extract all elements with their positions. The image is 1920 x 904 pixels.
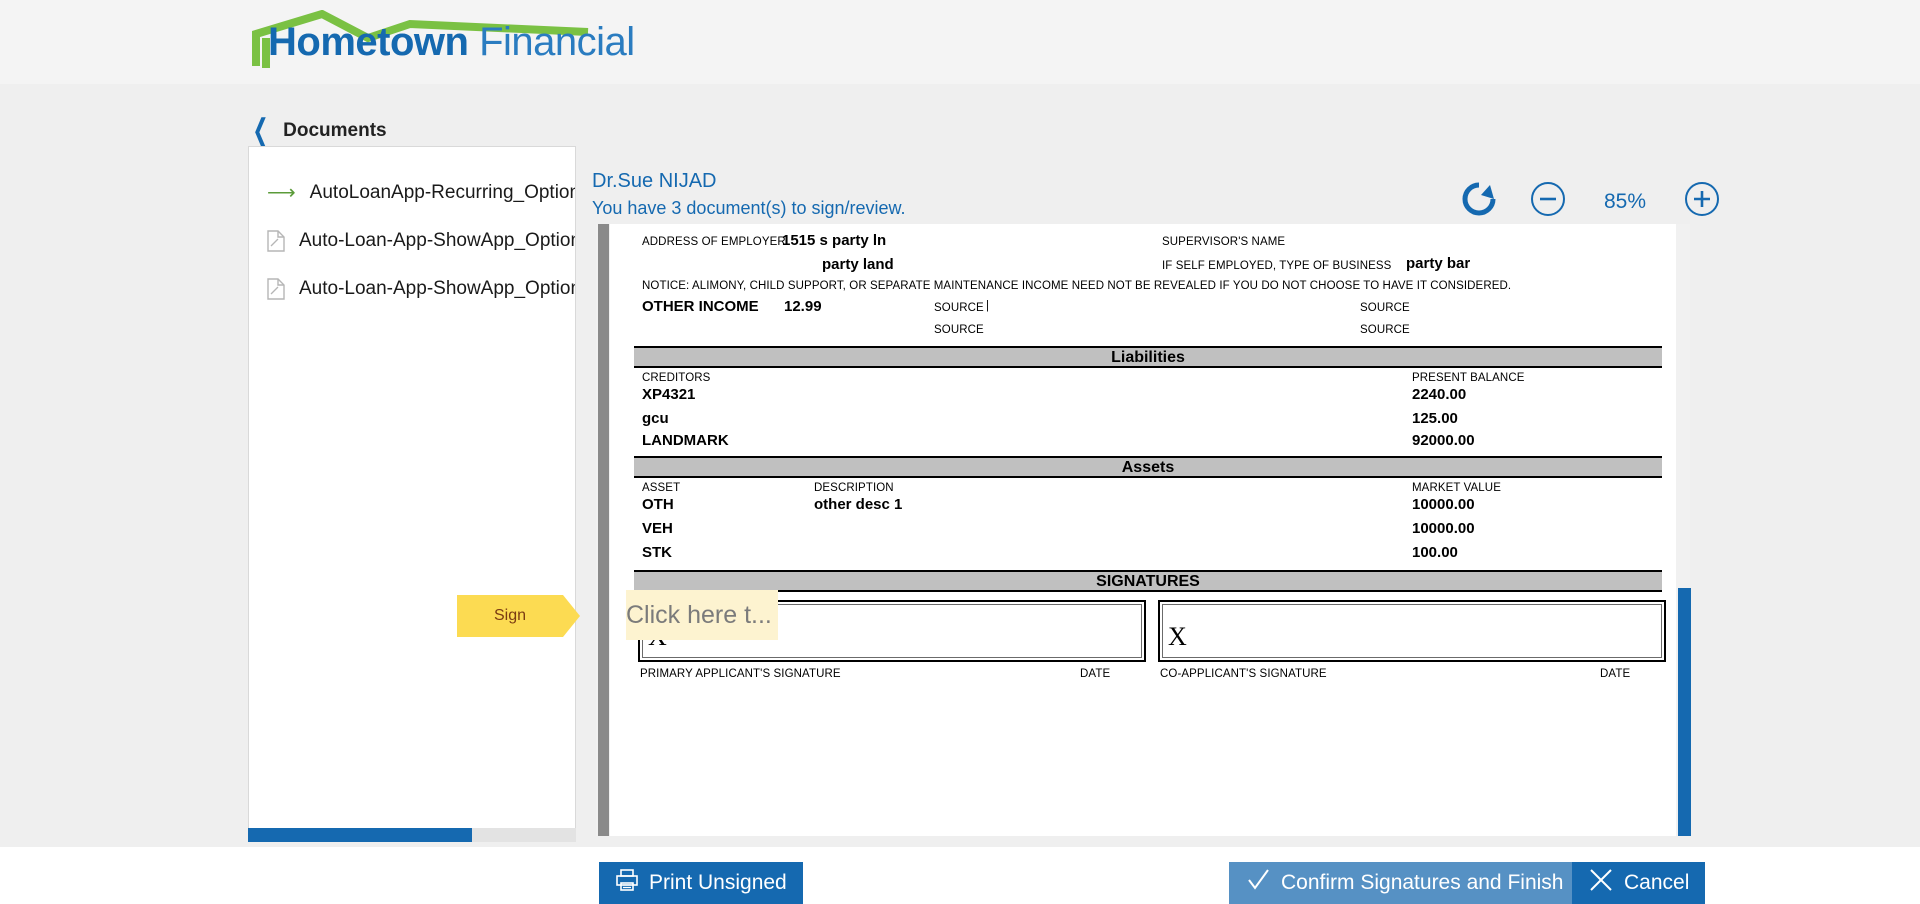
self-employed-value: party bar	[1406, 255, 1471, 272]
table-row: 125.00	[1412, 410, 1458, 427]
brand-wordmark: Hometown Financial	[268, 20, 635, 65]
document-page: ADDRESS OF EMPLOYER 1515 s party ln part…	[610, 224, 1676, 836]
close-x-icon	[1588, 867, 1614, 899]
document-progress-bar	[248, 828, 576, 842]
confirm-signatures-label: Confirm Signatures and Finish	[1281, 871, 1564, 894]
employer-address-value: 1515 s party ln	[782, 232, 887, 249]
minus-circle-icon[interactable]	[1530, 181, 1566, 222]
plus-circle-icon[interactable]	[1684, 181, 1720, 222]
printer-icon	[615, 868, 639, 898]
documents-title: Documents	[283, 120, 387, 141]
assets-col-description: DESCRIPTION	[814, 482, 894, 494]
list-item[interactable]: Auto-Loan-App-ShowApp_OptionalSi	[249, 217, 575, 265]
document-list: ⟶ AutoLoanApp-Recurring_OptionalSig Auto…	[248, 146, 576, 832]
other-income-source-label-1: SOURCE	[934, 302, 984, 314]
document-page-icon	[267, 230, 285, 252]
other-income-source-label-4: SOURCE	[1360, 324, 1410, 336]
print-unsigned-label: Print Unsigned	[649, 871, 787, 894]
document-viewer: ADDRESS OF EMPLOYER 1515 s party ln part…	[457, 224, 1691, 836]
list-item[interactable]: Auto-Loan-App-ShowApp_OptionalSi	[249, 265, 575, 313]
income-notice-text: NOTICE: ALIMONY, CHILD SUPPORT, OR SEPAR…	[642, 280, 1512, 292]
table-row: OTH	[642, 496, 674, 513]
viewer-scroll-thumb-left[interactable]	[598, 224, 609, 836]
arrow-right-icon: ⟶	[267, 182, 296, 204]
list-item-label: Auto-Loan-App-ShowApp_OptionalSi	[299, 278, 575, 299]
signatures-section-title: SIGNATURES	[634, 570, 1662, 592]
table-row: gcu	[642, 410, 669, 427]
list-item[interactable]: ⟶ AutoLoanApp-Recurring_OptionalSig	[249, 169, 575, 217]
other-income-source-value-1: |	[986, 300, 990, 312]
table-row: XP4321	[642, 386, 696, 403]
liabilities-col-creditors: CREDITORS	[642, 372, 711, 384]
primary-signature-label: PRIMARY APPLICANT'S SIGNATURE	[640, 668, 841, 680]
employer-address-label: ADDRESS OF EMPLOYER	[642, 236, 786, 248]
table-row: 2240.00	[1412, 386, 1467, 403]
cancel-button[interactable]: Cancel	[1572, 862, 1706, 904]
table-row: 100.00	[1412, 544, 1458, 561]
viewer-toolbar: 85%	[1460, 180, 1720, 223]
brand-name-primary: Hometown	[268, 20, 469, 64]
documents-back-nav[interactable]: ❮ Documents	[248, 114, 387, 147]
workspace: ❮ Documents ⟶ AutoLoanApp-Recurring_Opti…	[0, 84, 1920, 904]
table-row: 10000.00	[1412, 496, 1475, 513]
coapplicant-date-label: DATE	[1600, 668, 1631, 680]
coapplicant-signature-label: CO-APPLICANT'S SIGNATURE	[1160, 668, 1327, 680]
supervisor-name-label: SUPERVISOR'S NAME	[1162, 236, 1286, 248]
cancel-label: Cancel	[1624, 871, 1690, 894]
assets-section-title: Assets	[634, 456, 1662, 478]
table-row: VEH	[642, 520, 673, 537]
coapplicant-signature-field[interactable]	[1158, 600, 1666, 662]
coapplicant-signature-mark: X	[1168, 622, 1187, 651]
signer-status-text: You have 3 document(s) to sign/review.	[592, 198, 906, 218]
assets-col-asset: ASSET	[642, 482, 681, 494]
primary-date-label: DATE	[1080, 668, 1111, 680]
list-item-label: AutoLoanApp-Recurring_OptionalSig	[309, 182, 575, 203]
house-roof-icon	[250, 10, 590, 72]
brand-name-secondary: Financial	[479, 20, 635, 64]
signature-click-here-placeholder[interactable]: Click here t...	[626, 590, 778, 640]
table-row: 92000.00	[1412, 432, 1475, 449]
employer-address-value-2: party land	[822, 256, 894, 273]
chevron-left-icon[interactable]: ❮	[252, 114, 269, 147]
refresh-icon[interactable]	[1460, 180, 1498, 223]
list-item-label: Auto-Loan-App-ShowApp_OptionalSi	[299, 230, 575, 251]
viewer-scroll-thumb-right[interactable]	[1678, 588, 1691, 836]
self-employed-label: IF SELF EMPLOYED, TYPE OF BUSINESS	[1162, 260, 1392, 272]
other-income-source-label-2: SOURCE	[934, 324, 984, 336]
table-row: STK	[642, 544, 672, 561]
confirm-signatures-button[interactable]: Confirm Signatures and Finish	[1229, 862, 1580, 904]
check-icon	[1245, 867, 1271, 899]
assets-col-market-value: MARKET VALUE	[1412, 482, 1501, 494]
zoom-level-label: 85%	[1603, 189, 1647, 213]
print-unsigned-button[interactable]: Print Unsigned	[599, 862, 803, 904]
other-income-label: OTHER INCOME	[642, 298, 759, 315]
liabilities-section-title: Liabilities	[634, 346, 1662, 368]
table-row: LANDMARK	[642, 432, 729, 449]
brand-header: Hometown Financial	[0, 0, 1920, 84]
other-income-source-label-3: SOURCE	[1360, 302, 1410, 314]
other-income-value: 12.99	[784, 298, 822, 315]
table-row: 10000.00	[1412, 520, 1475, 537]
table-row: other desc 1	[814, 496, 903, 513]
signer-name: Dr.Sue NIJAD	[592, 170, 717, 192]
liabilities-col-balance: PRESENT BALANCE	[1412, 372, 1525, 384]
sign-tooltip[interactable]: Sign	[457, 595, 580, 637]
document-page-icon	[267, 278, 285, 300]
